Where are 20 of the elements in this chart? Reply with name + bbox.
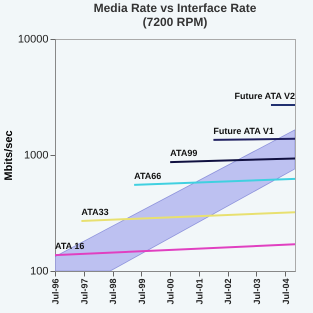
series-label: ATA99 bbox=[170, 148, 198, 158]
x-tick-label: Jul-98 bbox=[108, 278, 118, 305]
x-tick-label: Jul-01 bbox=[194, 278, 204, 305]
x-tick-label: Jul-00 bbox=[166, 278, 176, 305]
series-label: ATA 16 bbox=[55, 241, 84, 252]
x-tick-label: Jul-97 bbox=[79, 278, 90, 305]
x-tick-label: Jul-99 bbox=[136, 278, 147, 305]
y-tick-label: 10000 bbox=[18, 34, 48, 46]
series-label: Future ATA V2 bbox=[234, 90, 295, 101]
x-tick-label: Jul-04 bbox=[280, 278, 291, 305]
chart-title: Media Rate vs Interface Rate (7200 RPM) bbox=[94, 1, 257, 29]
y-tick-label: 1000 bbox=[24, 150, 48, 162]
series-label: Future ATA V1 bbox=[213, 126, 274, 136]
y-axis-title: Mbits/sec bbox=[2, 130, 15, 181]
series-label: ATA66 bbox=[134, 170, 162, 181]
x-tick-label: Jul-02 bbox=[223, 278, 234, 305]
y-tick-label: 100 bbox=[30, 266, 48, 278]
x-tick-label: Jul-03 bbox=[252, 278, 262, 305]
series-label: ATA33 bbox=[81, 206, 109, 217]
x-tick-label: Jul-96 bbox=[50, 278, 60, 305]
